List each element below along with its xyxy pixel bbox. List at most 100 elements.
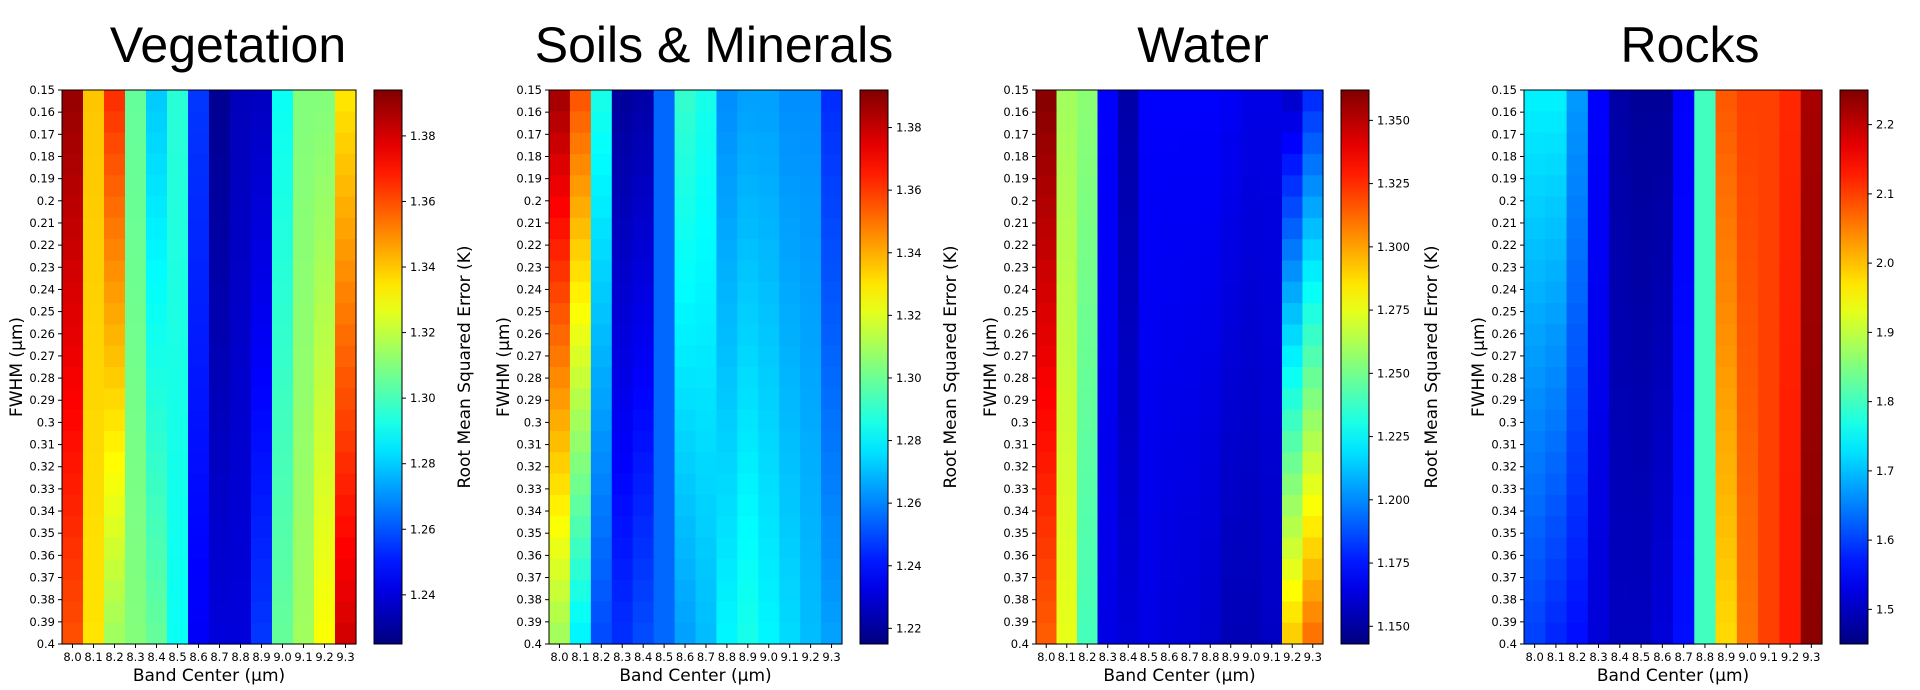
heatmap-cell (1179, 430, 1201, 453)
heatmap-cell (1200, 516, 1222, 539)
heatmap-cell (1630, 473, 1653, 496)
colorbar-tick-label: 1.7 (1876, 464, 1894, 478)
heatmap-cell (737, 260, 759, 283)
heatmap-cell (569, 153, 592, 176)
heatmap-cell (611, 367, 634, 389)
heatmap-cell (1261, 239, 1283, 262)
heatmap-cell (632, 153, 655, 176)
heatmap-cell (104, 111, 126, 134)
heatmap-cell (1261, 558, 1283, 581)
heatmap-cell (653, 494, 676, 517)
heatmap-cell (1077, 345, 1099, 368)
heatmap-cell (1524, 494, 1546, 517)
y-tick-label: 0.24 (516, 282, 542, 296)
heatmap-cell (1200, 153, 1222, 176)
heatmap-cell (1056, 111, 1078, 134)
heatmap-cell (1097, 516, 1119, 539)
heatmap-cell (758, 580, 780, 602)
y-tick-label: 0.36 (1003, 548, 1029, 562)
heatmap-cell (569, 622, 592, 645)
heatmap-cell (632, 494, 655, 517)
heatmap-cell (1800, 260, 1823, 283)
y-tick-label: 0.19 (1003, 172, 1029, 186)
heatmap-cell (272, 473, 294, 496)
heatmap-cell (1159, 111, 1181, 134)
heatmap-cell (293, 217, 315, 240)
heatmap-cell (1138, 558, 1160, 581)
heatmap-cell (1715, 175, 1738, 198)
heatmap-cell (1630, 196, 1653, 219)
heatmap-cell (230, 239, 252, 262)
heatmap-cell (1118, 175, 1140, 198)
heatmap-cell (1159, 303, 1181, 325)
heatmap-cell (674, 281, 697, 304)
heatmap-cell (695, 409, 718, 432)
heatmap-cell (1609, 516, 1632, 539)
heatmap-cell (1282, 388, 1304, 411)
heatmap-cell (1524, 111, 1546, 134)
heatmap-cell (146, 388, 168, 411)
heatmap-cell (695, 558, 718, 581)
heatmap-cell (1587, 260, 1610, 283)
y-tick-label: 0.4 (1499, 637, 1517, 651)
heatmap-cell (125, 409, 147, 432)
heatmap-cell (569, 367, 592, 389)
colorbar-tick-label: 1.325 (1377, 177, 1410, 191)
heatmap-cell (674, 452, 697, 475)
heatmap-cell (1138, 175, 1160, 198)
heatmap-cell (230, 409, 252, 432)
heatmap-cell (590, 196, 613, 219)
y-tick-label: 0.22 (29, 238, 55, 252)
heatmap-cell (569, 516, 592, 539)
heatmap-cell (1736, 388, 1759, 411)
heatmap-cell (1159, 153, 1181, 176)
heatmap-cell (1545, 345, 1568, 368)
heatmap-cell (1302, 196, 1324, 219)
heatmap-cell (1138, 239, 1160, 262)
heatmap-cell (737, 303, 759, 325)
heatmap-cell (209, 452, 231, 475)
heatmap-cell (1179, 601, 1201, 624)
heatmap-cell (1800, 281, 1823, 304)
heatmap-cell (779, 473, 801, 496)
heatmap-cell (1220, 132, 1242, 155)
colorbar-tick-label: 1.36 (896, 183, 922, 197)
heatmap-cell (230, 537, 252, 560)
heatmap-cell (1097, 281, 1119, 304)
heatmap-cell (188, 367, 210, 389)
heatmap-cell (549, 153, 571, 176)
heatmap-cell (1587, 281, 1610, 304)
heatmap-cell (1159, 430, 1181, 453)
heatmap-cell (293, 239, 315, 262)
heatmap-cell (1302, 558, 1324, 581)
heatmap-cell (125, 388, 147, 411)
heatmap-cell (821, 558, 843, 581)
heatmap-cell (1587, 90, 1610, 112)
heatmap-cell (230, 622, 252, 645)
y-tick-label: 0.2 (524, 194, 542, 208)
heatmap-cell (1159, 345, 1181, 368)
heatmap-cell (1779, 516, 1802, 539)
heatmap-cell (1118, 409, 1140, 432)
heatmap-cell (1736, 409, 1759, 432)
x-tick-label: 8.4 (147, 650, 165, 664)
heatmap-frame (1035, 89, 1324, 645)
heatmap-cell (1220, 580, 1242, 602)
colorbar (1340, 89, 1370, 645)
heatmap-cell (1630, 111, 1653, 134)
heatmap-cell (1630, 388, 1653, 411)
heatmap-cell (674, 430, 697, 453)
heatmap-cell (569, 111, 592, 134)
heatmap-cell (146, 537, 168, 560)
heatmap-cell (251, 153, 273, 176)
heatmap-cell (1036, 239, 1058, 262)
heatmap-cell (1282, 175, 1304, 198)
heatmap-cell (272, 260, 294, 283)
heatmap-cell (821, 260, 843, 283)
heatmap-cell (146, 303, 168, 325)
heatmap-cell (1651, 622, 1674, 645)
heatmap-cell (251, 239, 273, 262)
heatmap-cell (314, 196, 336, 219)
heatmap-cell (1758, 90, 1781, 112)
heatmap-cell (653, 281, 676, 304)
